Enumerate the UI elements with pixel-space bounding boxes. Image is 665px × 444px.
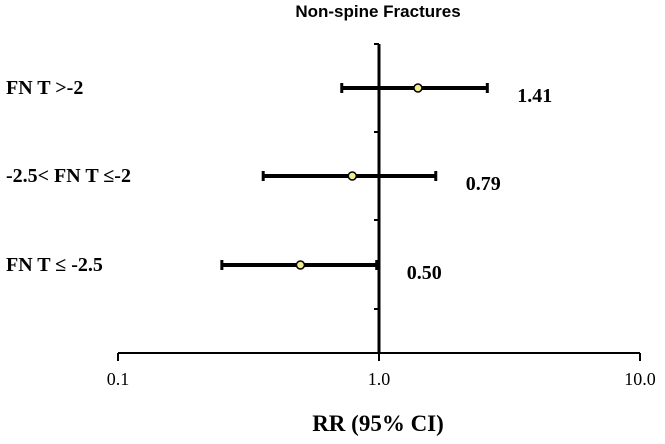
x-axis-label: RR (95% CI): [312, 411, 444, 436]
row-label: FN T >-2: [6, 77, 83, 99]
x-tick-label: 0.1: [107, 369, 130, 389]
point-estimate: [413, 83, 423, 93]
value-label: 1.41: [517, 85, 552, 107]
chart-title: Non-spine Fractures: [295, 2, 460, 21]
row-label: -2.5< FN T ≤-2: [6, 165, 131, 187]
value-label: 0.50: [407, 262, 442, 284]
x-tick-label: 10.0: [624, 369, 656, 389]
plot-area: 0.1 1.0 10.0 FN T >-2 1.41 -2.5< FN T ≤-2 0.79…: [6, 43, 656, 389]
row-label: FN T ≤ -2.5: [6, 254, 103, 276]
point-estimate: [347, 171, 358, 181]
point-estimate: [295, 260, 306, 270]
value-label: 0.79: [466, 173, 501, 195]
x-tick-label: 1.0: [368, 369, 391, 389]
